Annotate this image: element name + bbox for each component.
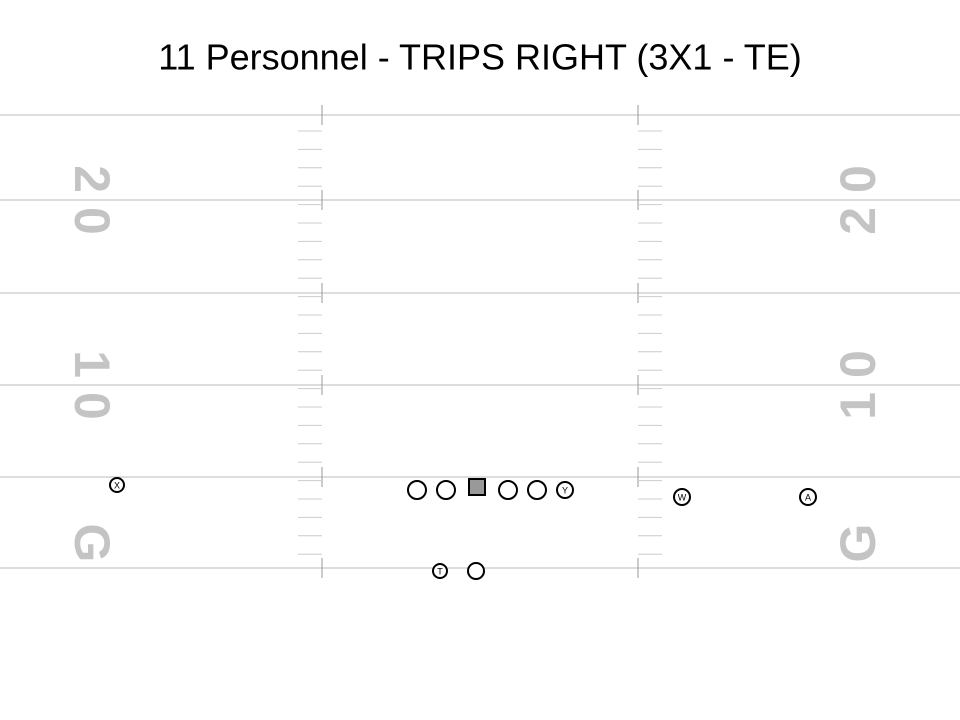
lineman: [498, 480, 518, 500]
player-label: T: [437, 566, 443, 576]
players: [109, 477, 817, 580]
running-back: [467, 562, 485, 580]
yard-number: 2 0: [830, 165, 886, 235]
player: [673, 488, 691, 506]
yard-number: 1 0: [830, 350, 886, 420]
lineman: [407, 480, 427, 500]
player: [799, 488, 817, 506]
yard-number: G: [64, 524, 120, 563]
lineman: [527, 480, 547, 500]
yard-number: G: [830, 524, 886, 563]
yard-number: 2 0: [64, 165, 120, 235]
player-label: W: [678, 492, 687, 502]
player: [109, 477, 125, 493]
player-label: Y: [562, 485, 568, 495]
center: [468, 478, 486, 496]
title: 11 Personnel - TRIPS RIGHT (3X1 - TE): [158, 37, 802, 78]
player: [556, 481, 574, 499]
player-label: X: [114, 480, 120, 490]
lineman: [436, 480, 456, 500]
yard-lines: [0, 105, 960, 578]
yard-number: 1 0: [64, 350, 120, 420]
player: [432, 563, 448, 579]
player-label: A: [805, 492, 811, 502]
